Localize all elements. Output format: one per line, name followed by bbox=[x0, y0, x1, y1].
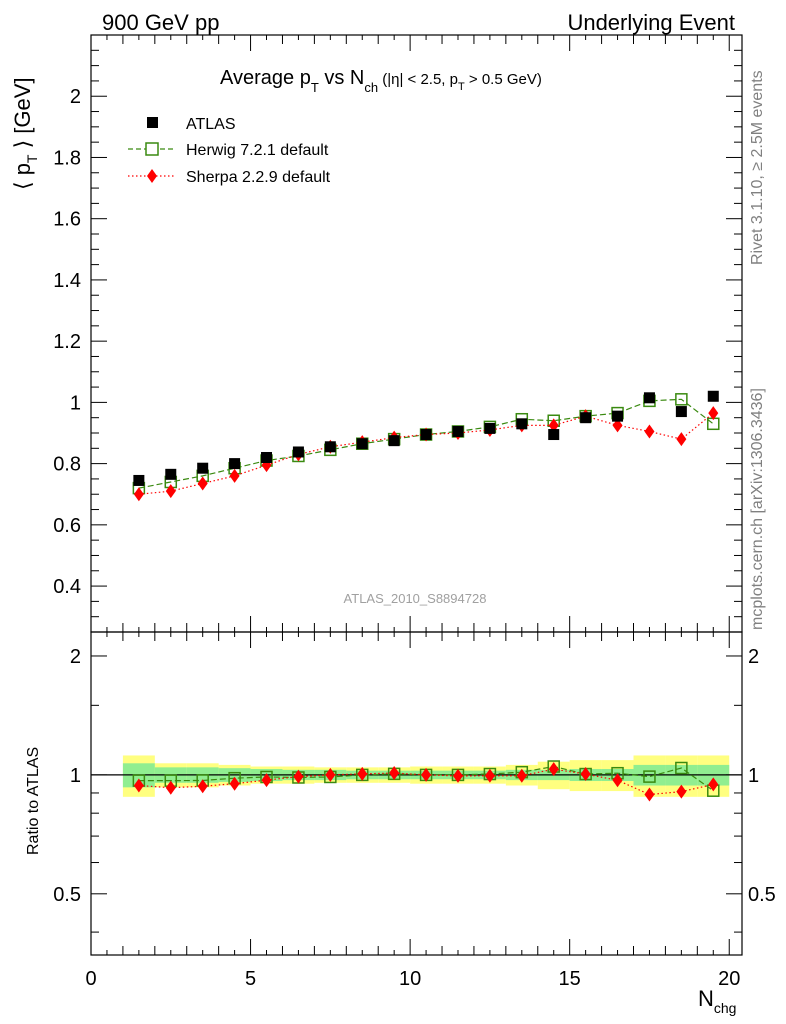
ratio-sherpa-point bbox=[293, 769, 304, 784]
legend-sherpa-label: Sherpa 2.2.9 default bbox=[186, 169, 331, 186]
legend-herwig-label: Herwig 7.2.1 default bbox=[186, 142, 329, 159]
ratio-y-tick-label: 2 bbox=[70, 646, 81, 668]
main-atlas-point bbox=[675, 406, 687, 418]
rivet-label: Rivet 3.1.10, ≥ 2.5M events bbox=[749, 70, 766, 265]
ratio-sherpa-point bbox=[708, 777, 719, 792]
plot-title: Average pT vs Nch (|η| < 2.5, pT > 0.5 G… bbox=[220, 67, 542, 95]
y-tick-label: 0.6 bbox=[53, 515, 81, 537]
ratio-sherpa-point bbox=[197, 779, 208, 794]
main-atlas-point bbox=[133, 474, 145, 486]
header-right: Underlying Event bbox=[567, 10, 735, 35]
ratio-sherpa-point bbox=[516, 768, 527, 783]
ratio-sherpa-point bbox=[261, 773, 272, 788]
y-tick-label: 1.6 bbox=[53, 209, 81, 231]
main-atlas-point bbox=[548, 429, 560, 441]
ratio-y-tick-label-right: 0.5 bbox=[748, 884, 776, 906]
main-atlas-point bbox=[229, 458, 241, 470]
main-sherpa-point bbox=[548, 418, 559, 433]
legend-atlas-label: ATLAS bbox=[186, 116, 236, 133]
x-axis-label: Nchg bbox=[698, 986, 736, 1016]
main-herwig-line bbox=[138, 398, 714, 489]
main-atlas-point bbox=[420, 429, 432, 441]
main-sherpa-point bbox=[197, 476, 208, 491]
axis-ticks: 0 5 10 15 20 0.4 0.6 0.8 1 1.2 1.4 1.6 1.8 2 0.5 0.5 1 1 2… bbox=[53, 34, 776, 990]
legend-atlas-marker bbox=[147, 117, 158, 128]
y-tick-label: 0.4 bbox=[53, 576, 81, 598]
x-tick-label: 0 bbox=[85, 968, 96, 990]
main-atlas-point bbox=[197, 462, 209, 474]
main-atlas-point bbox=[292, 446, 304, 458]
main-atlas-point bbox=[324, 441, 336, 453]
x-tick-label: 10 bbox=[399, 968, 421, 990]
y-tick-label: 1 bbox=[70, 392, 81, 414]
ratio-plot-frame bbox=[90, 631, 743, 956]
main-atlas-point bbox=[261, 451, 273, 463]
main-sherpa-point bbox=[612, 418, 623, 433]
ratio-herwig-point bbox=[675, 761, 688, 775]
ratio-sherpa-point bbox=[580, 767, 591, 782]
y-tick-label: 1.4 bbox=[53, 270, 81, 292]
ratio-sherpa-point bbox=[357, 766, 368, 781]
ratio-sherpa-point bbox=[389, 766, 400, 781]
y-tick-label: 0.8 bbox=[53, 454, 81, 476]
ratio-sherpa-point bbox=[165, 780, 176, 795]
legend: ATLAS Herwig 7.2.1 default Sherpa 2.2.9 … bbox=[128, 116, 331, 186]
main-sherpa-point bbox=[229, 468, 240, 483]
main-sherpa-point bbox=[644, 424, 655, 439]
ratio-sherpa-point bbox=[421, 767, 432, 782]
main-atlas-point bbox=[580, 412, 592, 424]
x-tick-label: 20 bbox=[718, 968, 740, 990]
ratio-sherpa-point bbox=[452, 768, 463, 783]
legend-herwig-marker bbox=[145, 142, 159, 156]
ratio-sherpa-point bbox=[676, 784, 687, 799]
ratio-y-tick-label-right: 2 bbox=[748, 646, 759, 668]
main-sherpa-line bbox=[138, 412, 714, 495]
x-tick-label: 5 bbox=[245, 968, 256, 990]
ratio-sherpa-point bbox=[229, 776, 240, 791]
y-tick-label: 1.2 bbox=[53, 331, 81, 353]
main-herwig-point bbox=[675, 393, 688, 406]
main-atlas-point bbox=[356, 438, 368, 450]
ratio-sherpa-point bbox=[325, 767, 336, 782]
y-tick-label: 2 bbox=[70, 86, 81, 108]
main-atlas-point bbox=[165, 468, 177, 480]
ratio-y-tick-label-right: 1 bbox=[748, 765, 759, 787]
main-sherpa-point bbox=[133, 487, 144, 502]
ratio-sherpa-point bbox=[484, 768, 495, 783]
main-atlas-point bbox=[452, 425, 464, 437]
y-tick-label: 1.8 bbox=[53, 147, 81, 169]
ratio-sherpa-point bbox=[612, 773, 623, 788]
main-atlas-point bbox=[484, 422, 496, 434]
ratio-sherpa-point bbox=[644, 787, 655, 802]
main-ylabel: ⟨ pT ⟩ [GeV] bbox=[10, 77, 40, 190]
main-sherpa-point bbox=[708, 406, 719, 421]
main-atlas-point bbox=[388, 435, 400, 447]
x-tick-label: 15 bbox=[559, 968, 581, 990]
main-atlas-point bbox=[516, 418, 528, 430]
mcplots-label: mcplots.cern.ch [arXiv:1306.3436] bbox=[749, 388, 766, 630]
main-atlas-point bbox=[612, 410, 624, 422]
ratio-y-tick-label: 0.5 bbox=[53, 884, 81, 906]
analysis-id: ATLAS_2010_S8894728 bbox=[344, 591, 487, 606]
ratio-sherpa-point bbox=[548, 762, 559, 777]
main-atlas-point bbox=[707, 390, 719, 402]
main-atlas-point bbox=[643, 392, 655, 404]
header-left: 900 GeV pp bbox=[102, 10, 219, 35]
ratio-y-tick-label: 1 bbox=[70, 765, 81, 787]
legend-sherpa-marker bbox=[147, 169, 157, 183]
ratio-sherpa-point bbox=[133, 778, 144, 793]
main-sherpa-point bbox=[165, 484, 176, 499]
ratio-herwig-point bbox=[643, 770, 656, 783]
ratio-ylabel: Ratio to ATLAS bbox=[25, 747, 42, 855]
main-sherpa-point bbox=[676, 432, 687, 447]
series-layer bbox=[132, 390, 720, 802]
